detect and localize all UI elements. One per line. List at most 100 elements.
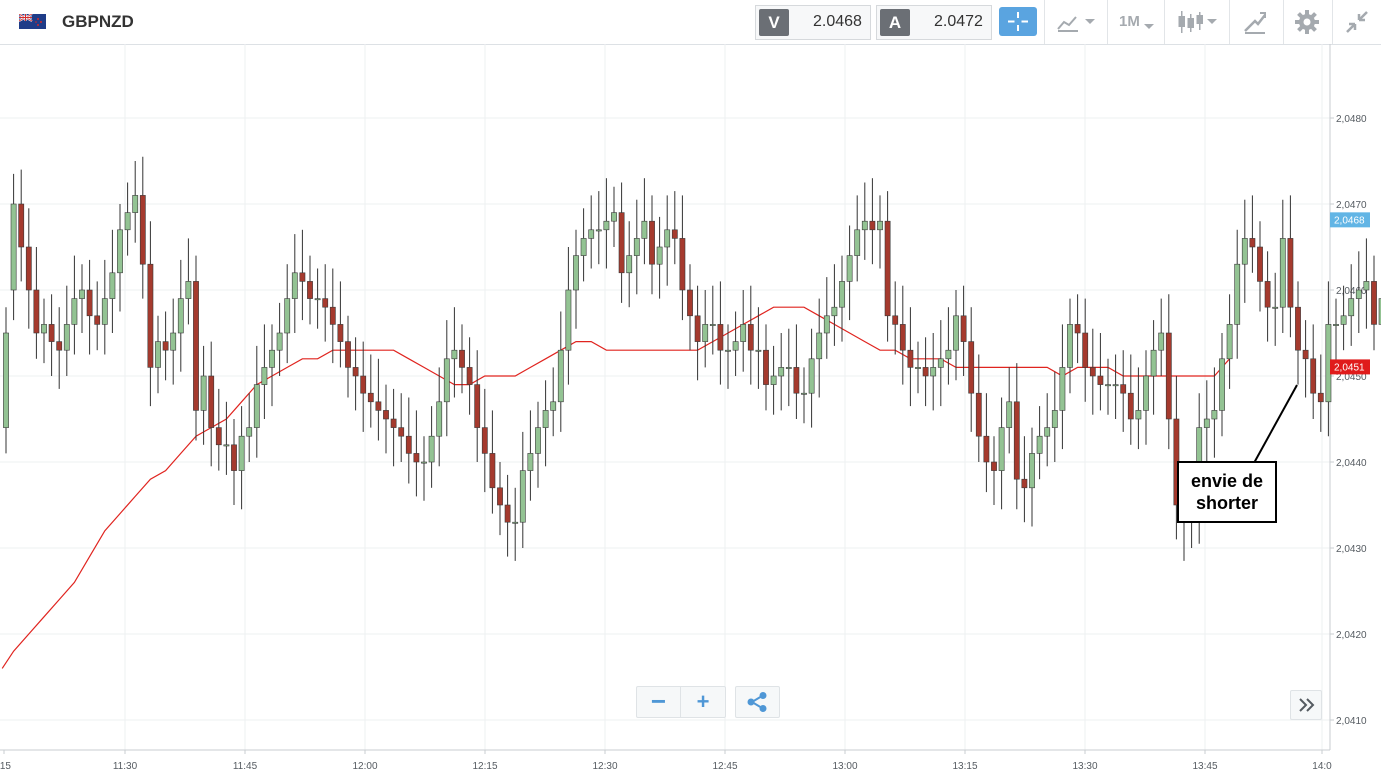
candle-body-up — [664, 229, 671, 248]
draw-icon[interactable] — [1242, 9, 1268, 35]
candle — [823, 277, 830, 359]
candle-body-down — [960, 315, 967, 342]
candle-body-up — [603, 220, 610, 231]
candle — [1021, 436, 1028, 523]
annotation-arrow — [1253, 384, 1298, 464]
candle-body-down — [983, 435, 990, 463]
candle-body-down — [694, 315, 701, 342]
candle-body-down — [215, 427, 222, 446]
candle-body-up — [132, 195, 139, 213]
candle — [307, 255, 313, 325]
candle-body-up — [124, 212, 131, 231]
candle — [390, 388, 397, 467]
candle-body-down — [1120, 384, 1127, 394]
candle — [595, 191, 602, 265]
candle — [253, 345, 260, 458]
candle — [687, 264, 693, 351]
candle — [747, 285, 754, 385]
timeframe-selector[interactable]: 1M — [1119, 13, 1140, 30]
candle-body-down — [504, 504, 511, 523]
candle — [1279, 199, 1286, 333]
candle — [215, 388, 222, 471]
line-chart-icon[interactable] — [1055, 9, 1101, 35]
sell-price-box[interactable]: V 2.0468 — [755, 5, 871, 40]
candle — [1143, 350, 1149, 445]
candle-body-up — [428, 435, 435, 463]
candle-body-up — [945, 349, 952, 360]
candlestick-icon[interactable] — [1176, 9, 1222, 35]
candle — [1127, 354, 1134, 445]
candle-body-up — [1029, 453, 1035, 489]
candle-body-down — [1371, 281, 1377, 325]
candle-body-up — [1044, 427, 1051, 437]
candle — [679, 195, 686, 321]
candle-body-down — [299, 272, 306, 282]
candle — [337, 281, 344, 368]
candle-body-down — [193, 281, 199, 411]
gear-icon[interactable] — [1294, 9, 1320, 35]
candle-body-down — [1287, 238, 1294, 308]
candle — [117, 204, 123, 312]
candle-body-up — [1272, 306, 1279, 309]
buy-price-box[interactable]: A 2.0472 — [876, 5, 992, 40]
candle-body-up — [1355, 289, 1362, 299]
candle — [770, 345, 777, 415]
candle-body-up — [542, 410, 549, 428]
scroll-right-button[interactable] — [1290, 690, 1322, 720]
candle-body-up — [79, 289, 85, 299]
candle — [345, 315, 351, 398]
candle-body-up — [41, 324, 47, 334]
share-icon — [747, 692, 767, 712]
candle-body-down — [922, 367, 929, 377]
candle — [930, 333, 937, 411]
candle — [664, 195, 671, 286]
candle — [1082, 298, 1089, 402]
buy-price: 2.0472 — [934, 13, 983, 30]
toolbar-separator — [1107, 0, 1108, 44]
price-chart[interactable]: 2,04102,04202,04302,04402,04502,04602,04… — [0, 44, 1381, 782]
candle — [717, 281, 724, 385]
candle-body-down — [307, 281, 313, 299]
candle-body-down — [793, 367, 800, 394]
candle — [512, 487, 519, 561]
candle-body-up — [291, 272, 298, 299]
candle — [1158, 298, 1165, 376]
candle — [656, 216, 663, 299]
candle — [1165, 294, 1172, 450]
x-tick-label: :15 — [0, 761, 11, 772]
toolbar-separator — [1164, 0, 1165, 44]
candle-body-down — [208, 375, 215, 428]
x-tick-label: 11:30 — [113, 761, 138, 772]
y-tick-label: 2,0440 — [1336, 458, 1367, 469]
candle-body-down — [892, 315, 899, 325]
candle-body-up — [611, 212, 617, 222]
candle — [641, 178, 648, 265]
share-button[interactable] — [735, 686, 780, 718]
zoom-out-button[interactable]: − — [637, 687, 681, 717]
x-tick-label: 13:45 — [1192, 761, 1217, 772]
crosshair-button[interactable] — [999, 7, 1037, 36]
candle — [200, 345, 207, 445]
candle-body-down — [1074, 324, 1081, 334]
candle-body-up — [725, 349, 731, 352]
candle-body-down — [383, 410, 389, 420]
candle-body-down — [1317, 392, 1324, 403]
candle-body-up — [1211, 410, 1218, 420]
collapse-icon[interactable] — [1344, 9, 1370, 35]
zoom-in-button[interactable]: + — [696, 689, 710, 714]
candle-body-up — [808, 358, 815, 394]
candle — [1348, 264, 1355, 346]
candle-body-up — [1059, 367, 1066, 411]
candle — [360, 341, 367, 432]
candle-body-down — [375, 401, 382, 411]
candle — [101, 259, 108, 355]
candle — [94, 281, 101, 351]
candle — [413, 410, 420, 497]
candle-body-up — [177, 298, 184, 334]
candle — [1272, 272, 1279, 346]
candle — [246, 393, 253, 462]
y-tick-label: 2,0420 — [1336, 630, 1367, 641]
candle — [223, 401, 230, 475]
candle-body-down — [1295, 306, 1301, 351]
candle — [611, 186, 617, 247]
